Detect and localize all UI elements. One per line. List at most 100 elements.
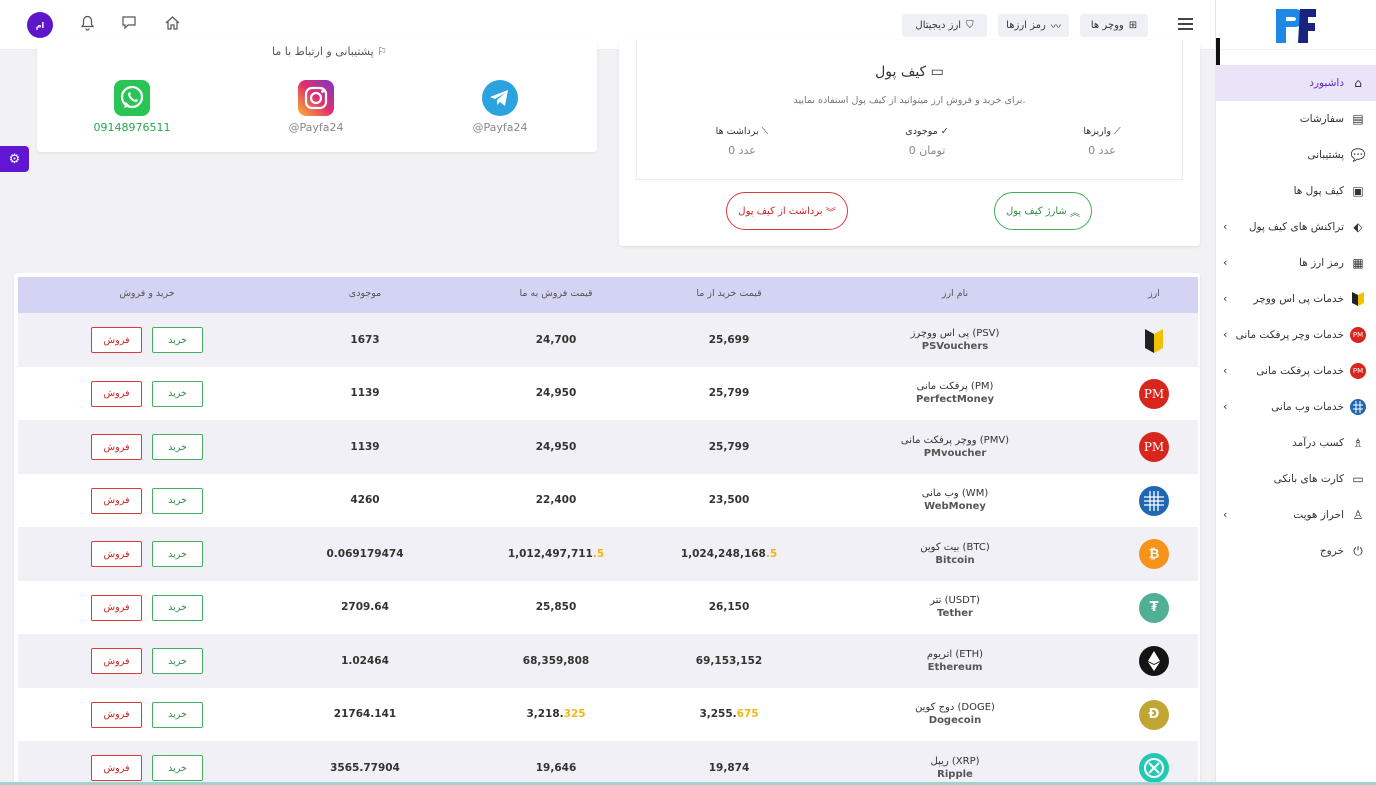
instagram-contact[interactable]: @Payfa24 [256,80,376,134]
sidebar-item-7[interactable]: PM خدمات وچر پرفکت مانی ‹ [1216,317,1376,353]
contact-name: @Payfa24 [472,121,528,134]
buy-price: 25,799 [708,440,750,453]
stock-value: 1673 [350,333,380,346]
table-row: ₿ بیت کوین (BTC) Bitcoin 1,024,248,168.5 1,0… [18,527,1198,581]
messages-icon[interactable] [121,15,138,35]
sell-price: 24,950 [535,440,577,453]
whatsapp-contact[interactable]: 09148976511 [72,80,192,134]
bell-icon[interactable] [80,15,95,35]
sidebar-item-5[interactable]: ▦ رمز ارز ها ‹ [1216,245,1376,281]
buy-button[interactable]: خرید [152,327,203,353]
whatsapp-icon [114,80,150,116]
buy-button[interactable]: خرید [152,755,203,781]
buy-button[interactable]: خرید [152,594,203,621]
sell-button[interactable]: فروش [91,434,142,460]
sell-button[interactable]: فروش [91,648,142,674]
nav-crypto[interactable]: رمز ارزها 〰 [998,14,1069,37]
webmoney-icon [1350,399,1366,415]
header-currency: ارز [1148,288,1160,299]
sidebar-item-label: خدمات پرفکت مانی [1256,365,1344,377]
buy-button[interactable]: خرید [152,487,203,514]
settings-gear-icon[interactable]: ⚙ [0,146,29,172]
buy-button[interactable]: خرید [152,541,203,567]
sidebar-item-10[interactable]: ♗ کسب درآمد [1216,425,1376,461]
sell-button[interactable]: فروش [91,380,142,407]
home-icon[interactable] [164,15,181,35]
double-chevron-down-icon: ︾ [825,207,836,219]
buy-button[interactable]: خرید [152,648,203,674]
sell-button[interactable]: فروش [91,701,142,728]
sell-button[interactable]: فروش [91,594,142,621]
currency-name-en: Ethereum [927,661,983,673]
sell-button[interactable]: فروش [91,487,142,514]
sell-price: 25,850 [535,601,577,614]
pm-icon: PM [1139,378,1169,409]
header-name: نام ارز [941,288,969,299]
buy-price: 3,255.675 [699,708,759,721]
check-icon: ✓ [940,126,949,137]
sidebar-item-8[interactable]: PM خدمات پرفکت مانی ‹ [1216,353,1376,389]
sidebar-item-3[interactable]: ▣ کیف پول ها [1216,173,1376,209]
nav-digital-currency[interactable]: ارز دیجیتال ⛉ [902,14,987,37]
table-header: ارز نام ارز قیمت خرید از ما قیمت فروش به… [18,277,1198,313]
deposits-stat: واریزها ⟋ 0 عدد [1083,126,1121,157]
table-row: PM ووچر پرفکت مانی (PMV) PMvoucher 25,799 24… [18,420,1198,474]
buy-price: 23,500 [708,494,750,507]
table-row: پی اس ووچرز (PSV) PSVouchers 25,699 24,700 1… [18,313,1198,367]
header-stock: موجودی [348,288,382,299]
card-icon: ▭ [1352,472,1364,486]
currency-name-fa: دوج کوین (DOGE) [915,702,995,714]
stock-value: 1139 [350,440,380,453]
buy-button[interactable]: خرید [152,380,203,407]
buy-price: 69,153,152 [695,654,763,667]
currency-table: ارز نام ارز قیمت خرید از ما قیمت فروش به… [14,273,1200,785]
telegram-contact[interactable]: @Payfa24 [440,80,560,134]
menu-toggle-icon[interactable] [1178,18,1193,33]
sidebar-item-0[interactable]: ⌂ داشبورد [1216,65,1376,101]
telegram-icon [482,80,518,116]
nav-vouchers[interactable]: ووچر ها ⊞ [1080,14,1148,37]
chevron-left-icon: ‹ [1223,364,1228,377]
sidebar-item-label: رمز ارز ها [1299,257,1344,269]
user-avatar[interactable]: ام [27,12,53,38]
currency-name-fa: اتریوم (ETH) [926,648,984,660]
sidebar-scrollbar[interactable] [1216,38,1220,85]
sidebar-item-9[interactable]: خدمات وب مانی ‹ [1216,389,1376,425]
sell-button[interactable]: فروش [91,541,142,567]
wallet-card: کیف پول ▭ برای خرید و فروش ارز میتوانید … [619,40,1200,246]
sell-button[interactable]: فروش [91,755,142,781]
stock-value: 21764.141 [333,708,397,721]
sidebar-item-label: کسب درآمد [1292,437,1344,449]
currency-name-en: WebMoney [924,501,986,513]
sidebar-item-label: کارت های بانکی [1273,473,1344,485]
sidebar-item-13[interactable]: ⏻ خروج [1216,533,1376,569]
table-row: وب مانی (WM) WebMoney 23,500 22,400 4260 خرید… [18,474,1198,528]
buy-button[interactable]: خرید [152,701,203,728]
sidebar-item-11[interactable]: ▭ کارت های بانکی [1216,461,1376,497]
usdt-icon: ₮ [1139,592,1169,623]
wallet-icon: ▣ [1352,184,1364,198]
sidebar-item-2[interactable]: 💬 پشتیبانی [1216,137,1376,173]
stock-value: 4260 [350,494,380,507]
double-chevron-up-icon: ︽ [1069,207,1080,219]
sidebar-item-6[interactable]: خدمات پی اس ووچر ‹ [1216,281,1376,317]
header-sell-price: قیمت فروش به ما [519,288,593,299]
currency-name: پرفکت مانی (PM) PerfectMoney [916,367,994,421]
table-row: ریپل (XRP) Ripple 19,874 19,646 3565.77904 خر… [18,741,1198,783]
wallet-title: کیف پول ▭ [875,64,944,80]
chevron-left-icon: ‹ [1223,292,1228,305]
currency-name-fa: ووچر پرفکت مانی (PMV) [900,434,1010,446]
buy-button[interactable]: خرید [152,434,203,460]
sidebar-item-12[interactable]: ♙ احراز هویت ‹ [1216,497,1376,533]
sidebar-item-label: احراز هویت [1293,509,1344,521]
table-row: Ð دوج کوین (DOGE) Dogecoin 3,255.675 3,218.3… [18,688,1198,742]
sell-button[interactable]: فروش [91,327,142,353]
sidebar-item-4[interactable]: ⬖ تراکنش های کیف پول ‹ [1216,209,1376,245]
sidebar-item-1[interactable]: ▤ سفارشات [1216,101,1376,137]
tag-icon: ⬖ [1353,220,1363,234]
charge-wallet-button[interactable]: شارژ کیف پول ︽ [994,192,1092,230]
withdraw-wallet-button[interactable]: برداشت از کیف پول ︾ [726,192,848,230]
pm-icon: PM [1350,327,1366,343]
currency-name-fa: وب مانی (WM) [921,488,989,500]
psv-icon [1139,325,1169,355]
